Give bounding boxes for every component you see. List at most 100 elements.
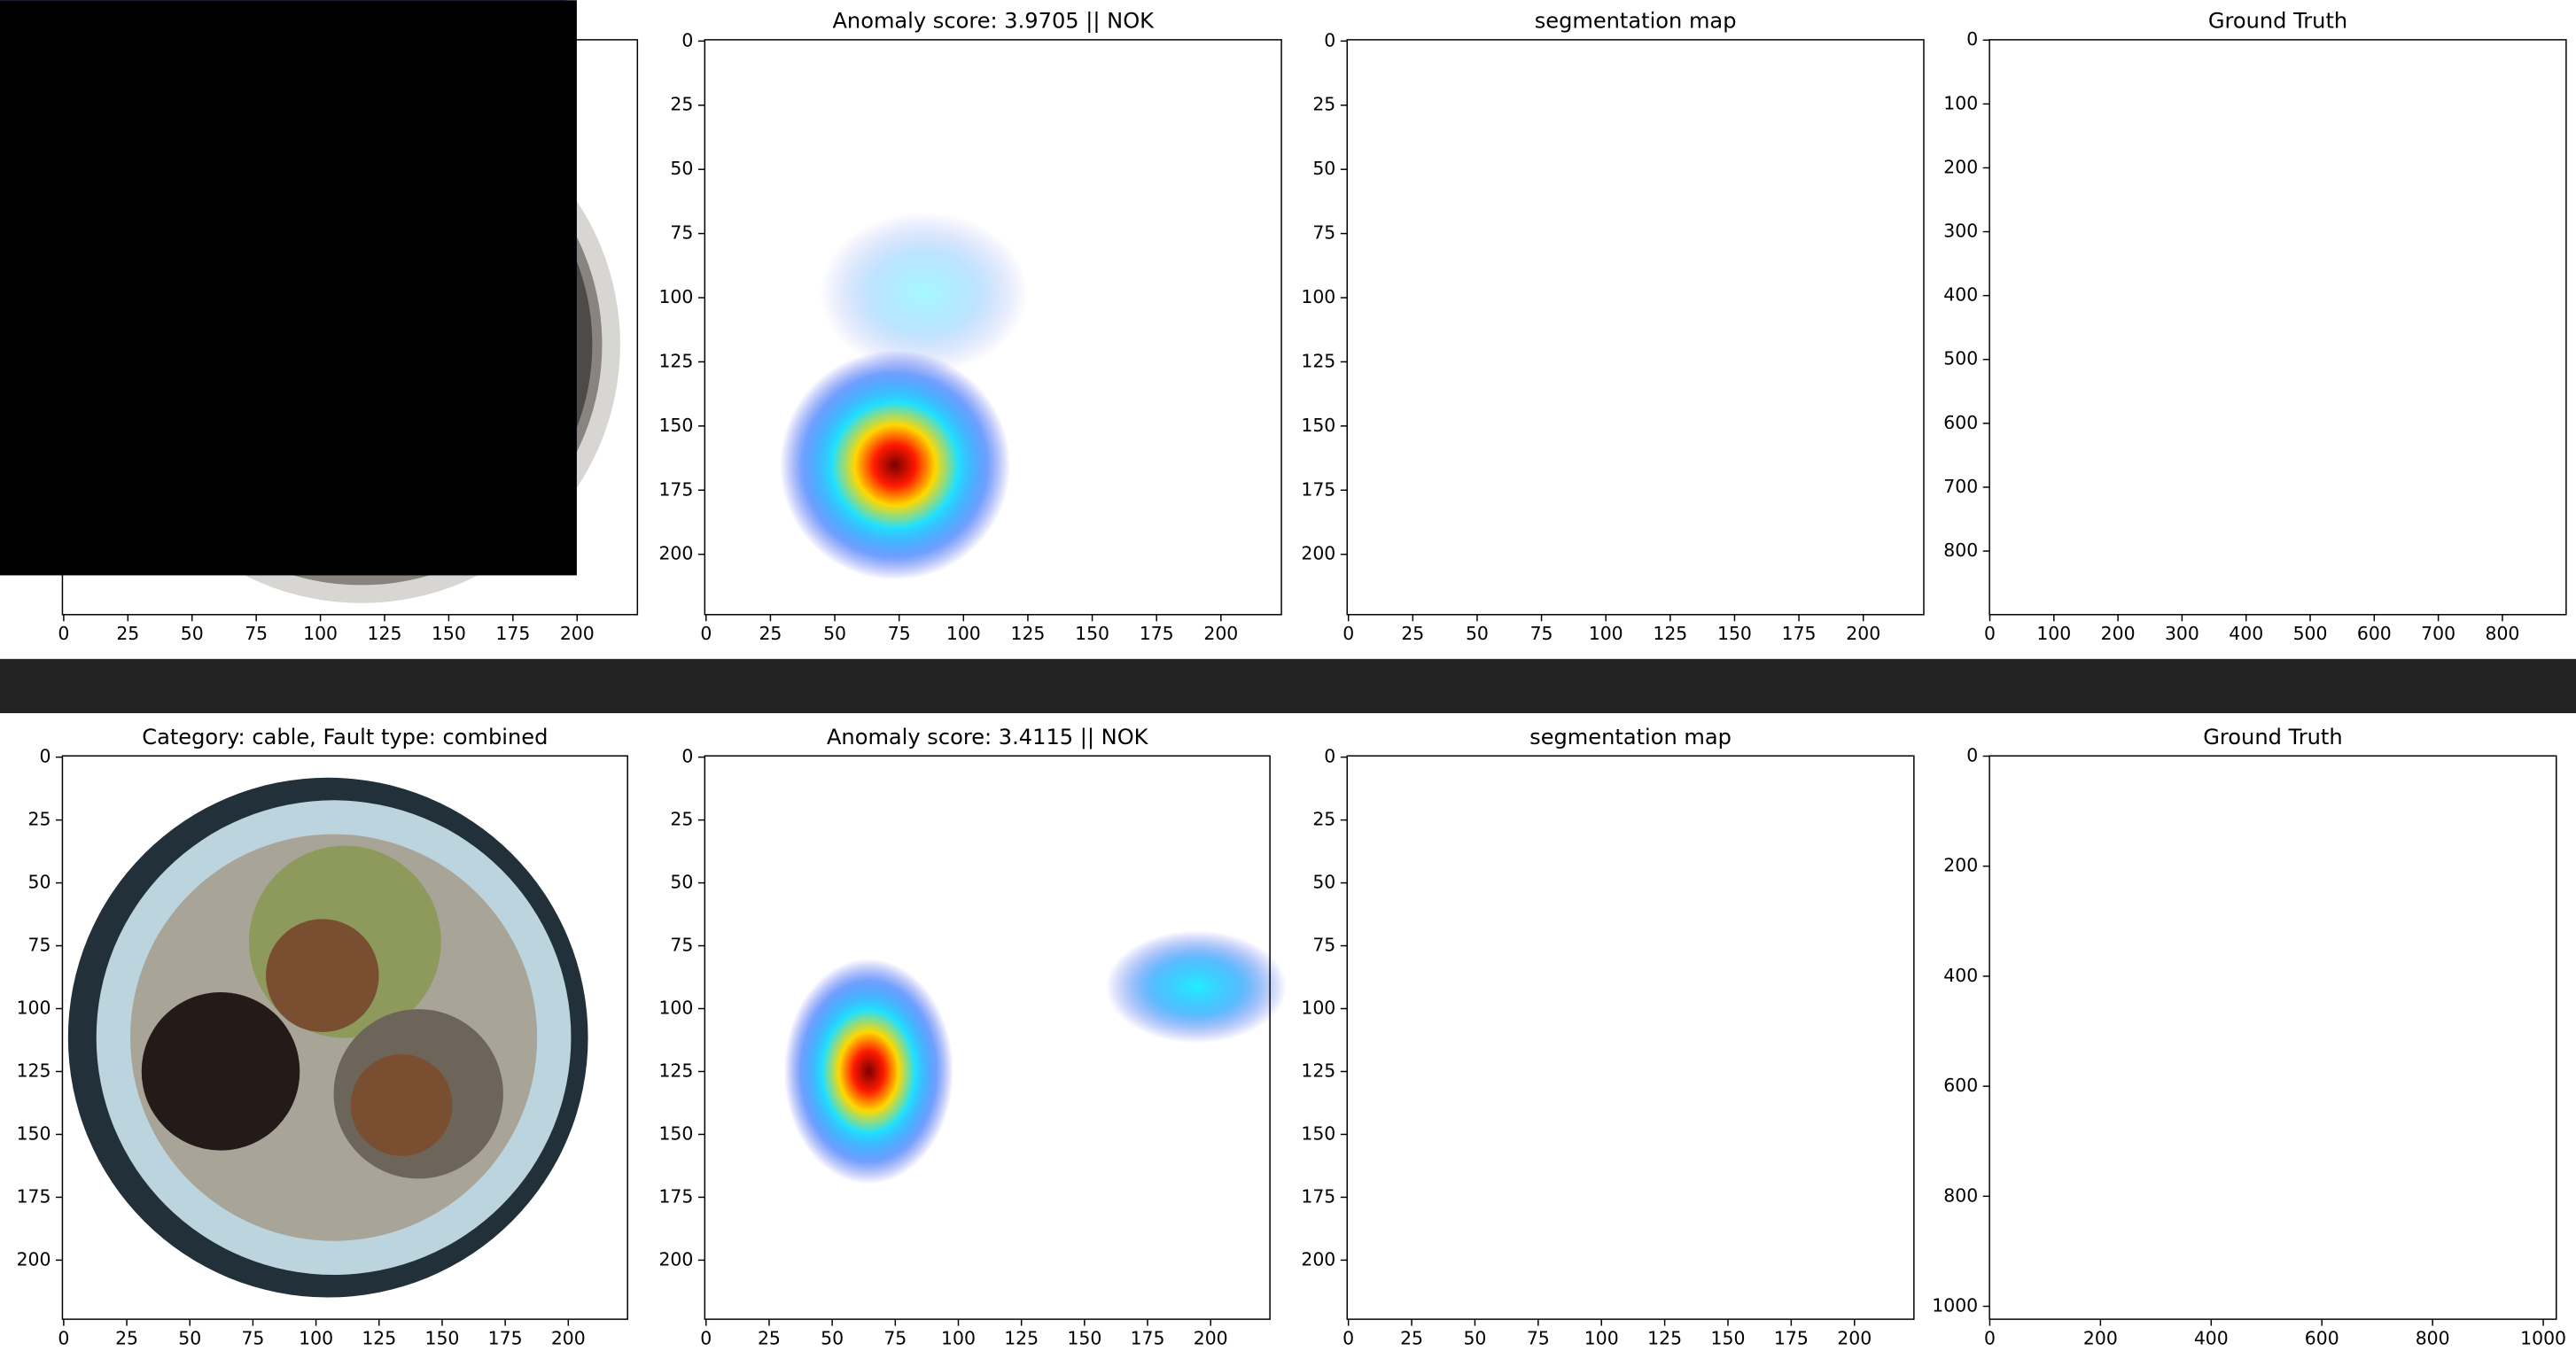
x-tick-label: 100 <box>1584 1327 1619 1348</box>
y-tick-label: 700 <box>1943 476 1978 497</box>
y-tick-label: 175 <box>1301 478 1335 500</box>
panel-title: Ground Truth <box>2203 725 2342 749</box>
panel-title: segmentation map <box>1535 8 1737 33</box>
x-tick-label: 175 <box>488 1327 523 1348</box>
x-tick-label: 25 <box>759 623 782 644</box>
y-tick-label: 200 <box>658 543 693 564</box>
y-tick-label: 800 <box>1943 1184 1978 1206</box>
x-tick-label: 75 <box>241 1327 264 1348</box>
y-tick-label: 25 <box>670 809 693 830</box>
x-tick-label: 150 <box>1711 1327 1746 1348</box>
y-tick-label: 300 <box>1943 221 1978 242</box>
image-bg <box>0 0 567 564</box>
y-tick-label: 125 <box>658 1060 693 1081</box>
panel-title: Anomaly score: 3.4115 || NOK <box>827 725 1149 749</box>
y-tick-label: 175 <box>1301 1185 1335 1207</box>
y-tick-label: 0 <box>40 746 51 767</box>
x-tick-label: 125 <box>362 1327 396 1348</box>
x-tick-label: 75 <box>1530 623 1553 644</box>
y-tick-label: 100 <box>658 998 693 1019</box>
panel-title: segmentation map <box>1529 725 1732 749</box>
y-tick-label: 200 <box>1943 855 1978 876</box>
x-tick-label: 175 <box>1782 623 1817 644</box>
y-tick-label: 150 <box>1301 415 1335 436</box>
x-tick-label: 125 <box>368 623 402 644</box>
y-tick-label: 175 <box>17 1185 51 1207</box>
x-tick-label: 125 <box>1004 1327 1039 1348</box>
x-tick-label: 0 <box>58 1327 69 1348</box>
y-tick-label: 600 <box>1943 1075 1978 1096</box>
x-tick-label: 175 <box>1774 1327 1809 1348</box>
x-tick-label: 200 <box>551 1327 586 1348</box>
x-tick-label: 0 <box>1984 1327 1996 1348</box>
y-tick-label: 125 <box>1301 350 1335 371</box>
y-tick-label: 200 <box>1301 1248 1335 1270</box>
wire-empty <box>141 992 300 1151</box>
x-tick-label: 400 <box>2194 1327 2229 1348</box>
y-tick-label: 75 <box>670 222 693 244</box>
x-tick-label: 25 <box>1401 623 1424 644</box>
heat-spot <box>783 959 953 1184</box>
mask <box>2338 956 2508 1021</box>
y-tick-label: 0 <box>1966 28 1978 50</box>
x-tick-label: 200 <box>2101 623 2136 644</box>
y-tick-label: 200 <box>1301 543 1335 564</box>
y-tick-label: 50 <box>670 872 693 893</box>
panel-title: Anomaly score: 3.9705 || NOK <box>832 8 1155 33</box>
y-tick-label: 200 <box>17 1248 51 1270</box>
heat-spot <box>779 350 1011 580</box>
mask <box>2089 975 2245 1153</box>
y-tick-label: 175 <box>658 1185 693 1207</box>
y-tick-label: 0 <box>681 29 693 50</box>
x-tick-label: 0 <box>700 623 712 644</box>
y-tick-label: 75 <box>670 935 693 956</box>
y-tick-label: 150 <box>658 1122 693 1144</box>
x-tick-label: 500 <box>2293 623 2328 644</box>
y-tick-label: 25 <box>28 809 51 830</box>
y-tick-label: 175 <box>658 478 693 500</box>
x-tick-label: 200 <box>560 623 595 644</box>
panel-title: Ground Truth <box>2208 8 2347 33</box>
x-tick-label: 150 <box>1717 623 1752 644</box>
mask <box>1471 427 1569 515</box>
x-tick-label: 100 <box>299 1327 333 1348</box>
wire-core <box>350 1054 453 1156</box>
axes-frame <box>704 39 1282 616</box>
x-tick-label: 400 <box>2229 623 2263 644</box>
x-tick-label: 50 <box>1466 623 1489 644</box>
x-tick-label: 0 <box>1342 1327 1354 1348</box>
x-tick-label: 100 <box>2036 623 2071 644</box>
x-tick-label: 125 <box>1647 1327 1682 1348</box>
x-tick-label: 1000 <box>2520 1327 2566 1348</box>
mask <box>2105 365 2230 503</box>
x-tick-label: 75 <box>883 1327 907 1348</box>
x-tick-label: 200 <box>2083 1327 2118 1348</box>
x-tick-label: 50 <box>181 623 204 644</box>
y-tick-label: 75 <box>28 935 51 956</box>
y-tick-label: 400 <box>1943 965 1978 986</box>
y-tick-label: 200 <box>658 1248 693 1270</box>
x-tick-label: 0 <box>1342 623 1354 644</box>
x-tick-label: 100 <box>941 1327 976 1348</box>
y-tick-label: 1000 <box>1932 1295 1978 1316</box>
x-tick-label: 125 <box>1653 623 1687 644</box>
y-tick-label: 0 <box>681 746 693 767</box>
x-tick-label: 50 <box>1463 1327 1486 1348</box>
x-tick-label: 300 <box>2165 623 2199 644</box>
y-tick-label: 50 <box>670 158 693 179</box>
y-tick-label: 50 <box>1312 158 1335 179</box>
x-tick-label: 175 <box>1140 623 1174 644</box>
y-tick-label: 50 <box>28 872 51 893</box>
heat-blob <box>820 212 1028 374</box>
x-tick-label: 200 <box>1837 1327 1872 1348</box>
y-tick-label: 75 <box>1312 222 1335 244</box>
axes-frame <box>704 755 1271 1320</box>
x-tick-label: 150 <box>425 1327 460 1348</box>
axes-frame <box>1346 39 1925 616</box>
axes-frame <box>1346 755 1915 1320</box>
y-tick-label: 400 <box>1943 284 1978 306</box>
y-tick-label: 25 <box>1312 809 1335 830</box>
y-tick-label: 125 <box>17 1060 51 1081</box>
